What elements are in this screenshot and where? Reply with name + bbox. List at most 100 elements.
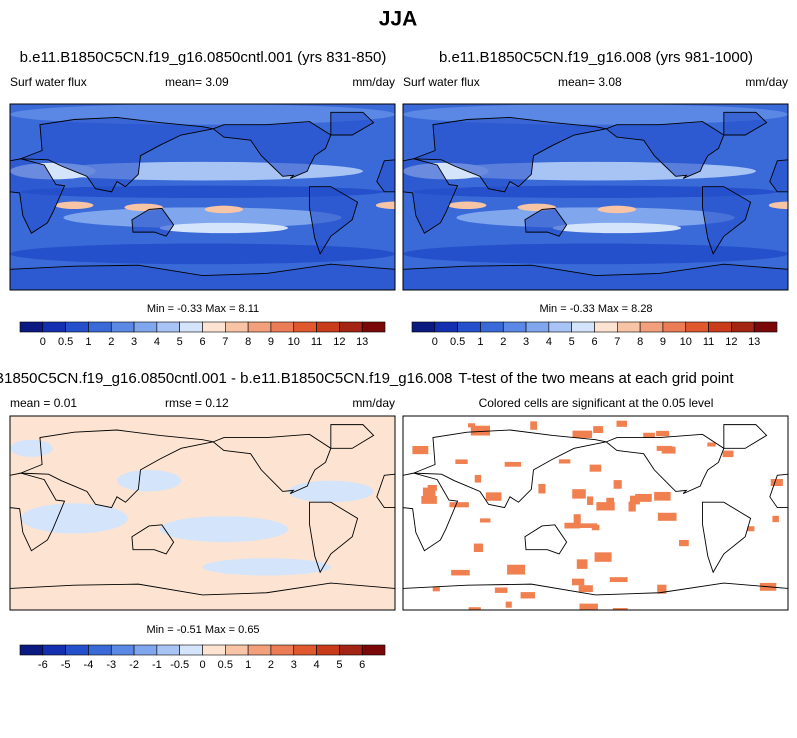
colorbar-box — [731, 321, 755, 333]
colorbar-label: -6 — [38, 659, 48, 671]
significant-cell — [412, 445, 429, 455]
ocean — [403, 416, 788, 610]
significant-cell — [564, 522, 580, 529]
significant-cell — [612, 608, 628, 610]
colorbar-label: 5 — [569, 336, 575, 348]
significant-cell — [474, 474, 482, 483]
colorbar-box — [753, 321, 778, 333]
coastline — [701, 501, 752, 574]
colorbar-box — [202, 321, 226, 333]
significant-cell — [616, 420, 628, 427]
significant-cell — [572, 489, 586, 499]
colorbar-label: 10 — [680, 336, 692, 348]
colorbar-box — [293, 644, 317, 656]
colorbar-box — [247, 644, 272, 656]
map-frame — [402, 103, 789, 291]
coastline — [10, 582, 395, 610]
colorbar-label: 12 — [333, 336, 345, 348]
colorbar-box — [19, 644, 44, 656]
colorbar-label: 9 — [660, 336, 666, 348]
coastline — [131, 207, 175, 237]
coastline — [723, 111, 768, 136]
colorbar-box — [225, 644, 249, 656]
coastline — [701, 186, 752, 255]
colorbar-box — [502, 321, 527, 333]
significant-cell — [654, 491, 671, 501]
significant-cell — [657, 584, 667, 594]
precip-max — [768, 201, 788, 209]
significant-cell — [451, 569, 470, 576]
coastline — [330, 424, 375, 449]
significant-cell — [470, 425, 490, 436]
diff-zone — [202, 558, 331, 576]
coastline — [308, 501, 359, 574]
diff-zone — [288, 480, 374, 503]
map — [402, 103, 789, 291]
significant-cell — [504, 461, 522, 467]
significant-cell — [578, 585, 593, 593]
colorbar-box — [156, 644, 180, 656]
colorbar-label: -4 — [84, 659, 94, 671]
colorbar-box — [247, 321, 272, 333]
colorbar-box — [316, 321, 340, 333]
panel-title: b.e11.B1850C5CN.f19_g16.008 (yrs 981-100… — [439, 49, 753, 66]
coastline — [605, 433, 725, 495]
significant-cell — [656, 445, 673, 451]
significant-cell — [422, 487, 436, 498]
colorbar-label: 3 — [131, 336, 137, 348]
colorbar-label: 5 — [336, 659, 342, 671]
colorbar-label: 13 — [748, 336, 760, 348]
colorbar-box — [457, 321, 481, 333]
colorbar-label: 2 — [268, 659, 274, 671]
panel-left: Surf water flux — [10, 75, 87, 89]
colorbar-label: 7 — [222, 336, 228, 348]
significant-cell — [449, 502, 469, 508]
coastline — [605, 121, 725, 179]
coastline — [403, 582, 788, 610]
map-frame — [9, 103, 396, 291]
map-body — [10, 416, 395, 610]
colorbar-label: 2 — [500, 336, 506, 348]
colorbar-label: 4 — [546, 336, 552, 348]
map-frame — [402, 415, 789, 611]
colorbar-box — [225, 321, 249, 333]
coastline — [524, 524, 568, 555]
colorbar-box — [133, 321, 158, 333]
colorbar-label: 1 — [477, 336, 483, 348]
panel-stats: Min = -0.51 Max = 0.65 — [146, 624, 259, 636]
coastline — [769, 473, 788, 509]
panel-units: mm/day — [745, 75, 788, 89]
panel-units: mm/day — [352, 75, 395, 89]
colorbar-label: -3 — [106, 659, 116, 671]
significant-cell — [573, 514, 581, 524]
diff-zone — [10, 439, 53, 457]
colorbar-box — [133, 644, 158, 656]
colorbar-box — [361, 644, 386, 656]
colorbar-label: 4 — [314, 659, 320, 671]
colorbar-label: 6 — [359, 659, 365, 671]
precip-zone — [403, 243, 788, 265]
significant-cell — [770, 479, 783, 487]
map — [9, 103, 396, 291]
significant-cell — [613, 480, 622, 489]
colorbar-label: 4 — [154, 336, 160, 348]
coastline — [403, 472, 459, 552]
colorbar-box — [202, 644, 226, 656]
coastline — [212, 121, 332, 179]
colorbar-label: 6 — [199, 336, 205, 348]
colorbar-label: 12 — [725, 336, 737, 348]
precip-max — [54, 201, 94, 209]
panel-mean: rmse = 0.12 — [165, 396, 229, 410]
colorbar-box — [434, 321, 458, 333]
colorbar-label: 3 — [523, 336, 529, 348]
coastline — [524, 207, 568, 237]
colorbar-label: 10 — [288, 336, 300, 348]
significant-cell — [480, 518, 491, 523]
colorbar-label: 0.5 — [218, 659, 233, 671]
coastline — [403, 263, 788, 290]
colorbar-box — [594, 321, 618, 333]
colorbar-box — [571, 321, 595, 333]
colorbar-label: 0.5 — [58, 336, 73, 348]
diff-zone — [116, 469, 182, 492]
significant-cell — [593, 426, 604, 434]
